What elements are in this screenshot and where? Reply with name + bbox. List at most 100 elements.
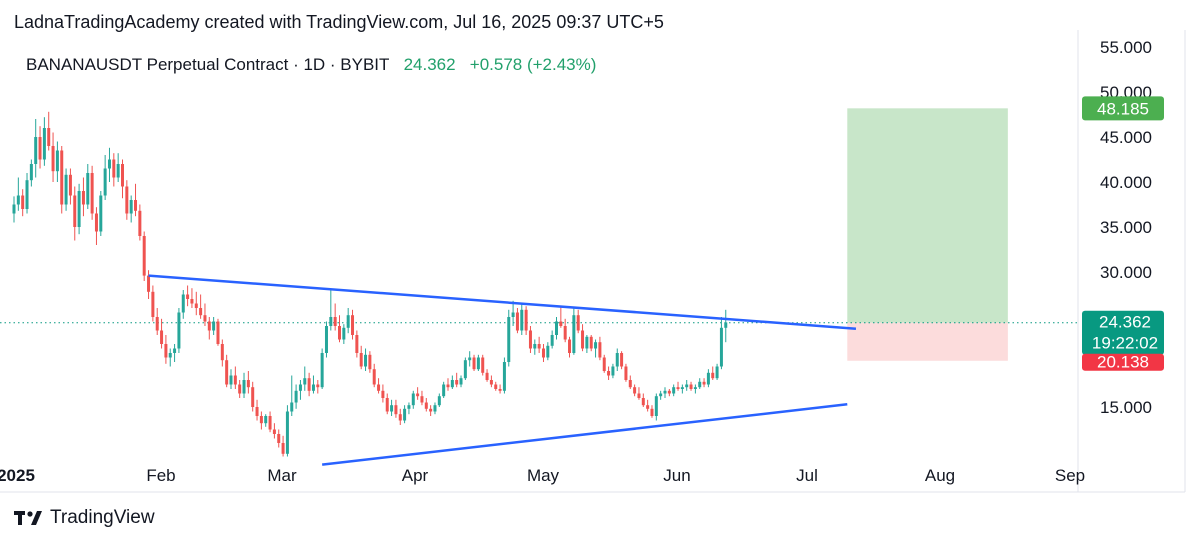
x-tick-label: May <box>527 466 560 485</box>
candle-body <box>225 360 229 385</box>
stop-zone <box>847 322 1008 361</box>
candle <box>203 303 207 326</box>
candle-body <box>116 164 120 178</box>
candle <box>698 378 702 389</box>
candle-body <box>147 275 151 292</box>
candle-body <box>264 416 268 424</box>
tradingview-logo-icon <box>14 511 42 525</box>
x-tick-label: Jun <box>663 466 690 485</box>
candle-body <box>51 146 55 172</box>
last-price: 24.362 <box>403 55 456 74</box>
candle <box>568 336 572 358</box>
candle <box>494 381 498 391</box>
candle <box>550 330 554 349</box>
candle-body <box>129 200 133 214</box>
candle <box>485 369 489 382</box>
candle-body <box>563 326 567 340</box>
candle-body <box>420 396 424 403</box>
candle-body <box>524 309 528 331</box>
trendline-lower[interactable] <box>321 403 848 466</box>
candle-body <box>394 405 398 415</box>
candle <box>689 381 693 391</box>
candle <box>342 324 346 344</box>
candle <box>125 180 129 220</box>
candle <box>155 308 159 335</box>
candle <box>398 408 402 425</box>
candle-body <box>47 128 51 146</box>
candle-body <box>576 315 580 331</box>
candle <box>151 285 155 322</box>
trendlines[interactable] <box>148 274 857 466</box>
candle-body <box>34 137 38 164</box>
candle <box>303 366 307 391</box>
candle <box>368 351 372 373</box>
candle-body <box>12 204 16 214</box>
candle-body <box>424 402 428 409</box>
y-tick-label: 35.000 <box>1100 218 1152 237</box>
candle-body <box>324 326 328 353</box>
candle <box>637 387 641 400</box>
candle <box>264 414 268 427</box>
candle <box>680 384 684 394</box>
candle-body <box>568 339 572 353</box>
trendline-upper[interactable] <box>148 274 857 330</box>
candle <box>641 393 645 407</box>
candle <box>338 315 341 343</box>
candle <box>489 375 493 388</box>
price-change: +0.578 (+2.43%) <box>469 55 597 74</box>
x-tick-label: Sep <box>1055 466 1085 485</box>
candle <box>563 318 567 343</box>
candle <box>620 351 624 370</box>
candle <box>29 159 33 187</box>
candle-body <box>468 357 472 361</box>
candle-body <box>307 378 311 391</box>
candle-body <box>650 408 654 416</box>
candle-body <box>203 315 207 322</box>
candle-body <box>359 353 363 367</box>
candle <box>724 309 728 343</box>
candle <box>524 306 528 335</box>
candle <box>21 189 25 217</box>
tradingview-brand[interactable]: TradingView <box>14 507 155 529</box>
y-tick-label: 45.000 <box>1100 128 1152 147</box>
candle-body <box>537 344 541 349</box>
candle <box>320 348 324 389</box>
candle <box>147 270 151 299</box>
candle-body <box>372 369 376 385</box>
candle-body <box>589 336 593 349</box>
candle <box>94 207 98 245</box>
candle <box>442 381 446 398</box>
candle-body <box>21 195 25 209</box>
candle-body <box>702 381 706 385</box>
candle-body <box>672 387 676 394</box>
candle-body <box>667 390 671 394</box>
candle <box>702 378 706 388</box>
time-axis[interactable]: 2025 Feb Mar Apr May Jun Jul Aug Sep <box>0 466 1085 485</box>
candle-body <box>463 360 467 379</box>
candle <box>359 345 363 370</box>
candle-body <box>433 405 437 412</box>
y-tick-label: 30.000 <box>1100 263 1152 282</box>
candle-body <box>680 387 684 389</box>
candle-body <box>624 366 628 380</box>
price-axis[interactable]: 55.00050.00045.00040.00035.00030.00015.0… <box>1100 38 1152 417</box>
symbol-info[interactable]: BANANAUSDT Perpetual Contract · 1D · BYB… <box>26 55 596 75</box>
x-tick-label: Feb <box>146 466 175 485</box>
candle <box>646 399 650 412</box>
candle-body <box>520 309 524 331</box>
candle-body <box>220 344 224 361</box>
candle <box>711 366 715 380</box>
candle <box>25 173 29 214</box>
candle-body <box>160 330 164 344</box>
candle-body <box>698 381 702 388</box>
candle-body <box>272 429 276 434</box>
candle <box>112 153 116 187</box>
candle-body <box>333 317 337 326</box>
candle-body <box>186 294 190 299</box>
candle-body <box>42 128 46 160</box>
candle <box>433 402 437 415</box>
candle <box>624 363 628 382</box>
candle <box>329 290 333 331</box>
